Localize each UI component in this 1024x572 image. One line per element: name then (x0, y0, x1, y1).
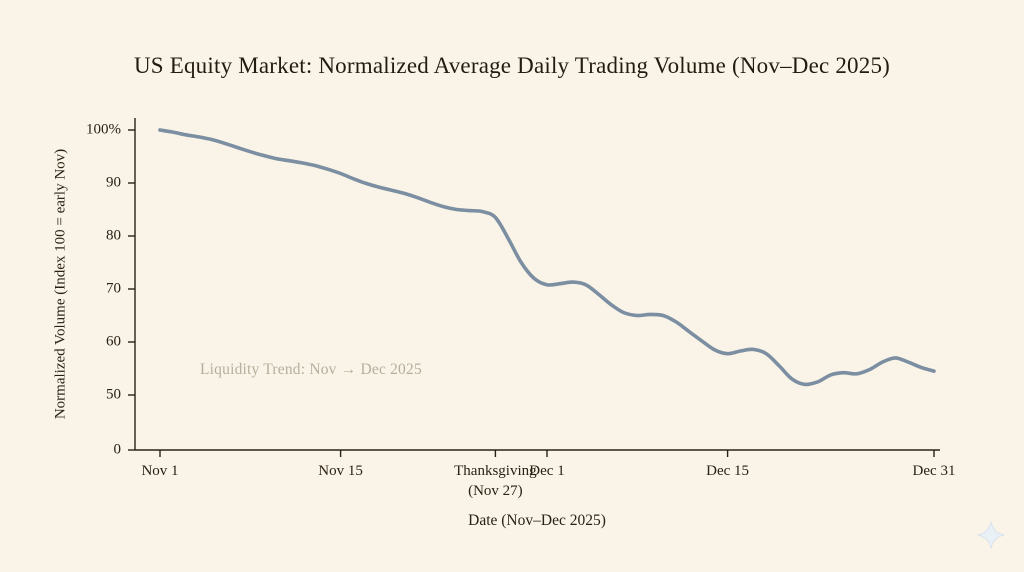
x-tick-label: Nov 1 (141, 463, 179, 479)
annotation-label: Liquidity Trend: Nov → Dec 2025 (200, 361, 422, 378)
y-tick-label: 80 (106, 227, 121, 244)
x-tick-label: Nov 15 (318, 463, 363, 479)
y-tick-label: 90 (106, 174, 121, 191)
y-tick-label: 70 (106, 280, 121, 297)
sparkle-icon (977, 521, 1005, 549)
x-tick-label: Thanksgiving (Nov 27) (454, 463, 537, 499)
y-tick-label: 60 (106, 333, 121, 350)
x-tick-label: Dec 1 (529, 463, 565, 479)
x-tick-label: Dec 31 (912, 463, 956, 479)
y-tick-label: 100% (86, 121, 121, 138)
x-tick-label: Dec 15 (706, 463, 750, 479)
y-tick-label: 50 (106, 386, 121, 403)
x-axis-title: Date (Nov–Dec 2025) (468, 512, 606, 529)
y-tick-label: 0 (113, 441, 122, 458)
volume-trend-line (158, 128, 936, 387)
chart-title: US Equity Market: Normalized Average Dai… (133, 53, 891, 78)
